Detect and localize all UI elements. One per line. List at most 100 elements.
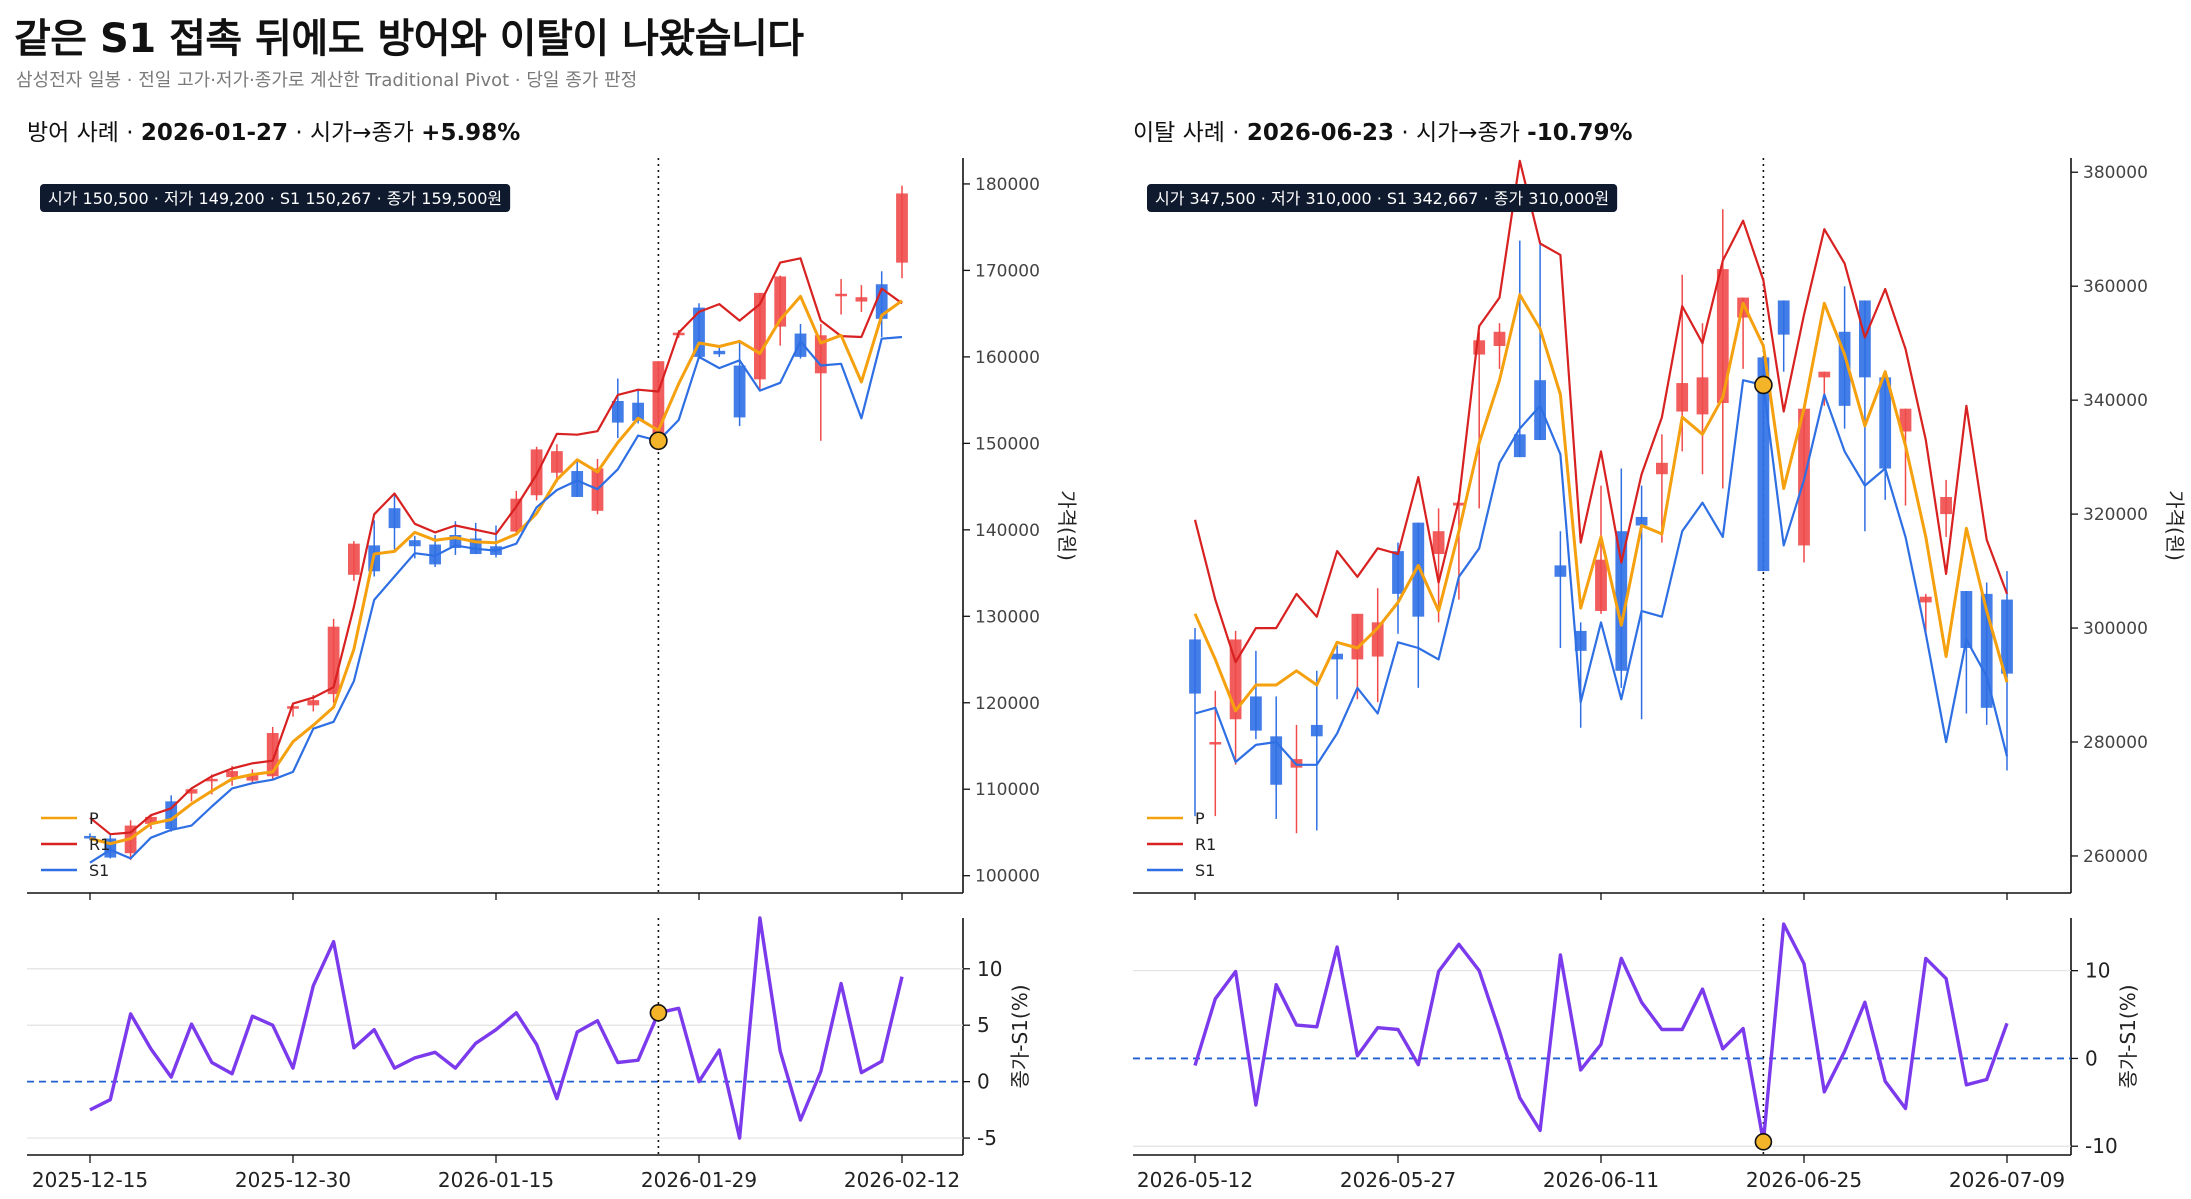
candle-body bbox=[693, 307, 705, 357]
osc-y-tick-label: -10 bbox=[2085, 1134, 2118, 1158]
candle-body bbox=[469, 538, 482, 555]
candle-body bbox=[226, 771, 238, 778]
osc-y-tick-label: 10 bbox=[977, 957, 1002, 981]
x-tick-label: 2026-02-12 bbox=[844, 1168, 960, 1192]
candle-body bbox=[429, 544, 441, 565]
panel-title-prefix: 방어 사례 · bbox=[27, 120, 141, 146]
annotation-background bbox=[1147, 184, 1618, 212]
candle-body bbox=[1473, 340, 1486, 355]
candle-body bbox=[1209, 742, 1222, 745]
candle-body bbox=[1250, 696, 1262, 731]
candle-body bbox=[1635, 516, 1648, 526]
candle-body bbox=[1960, 591, 1973, 648]
candle-body bbox=[1919, 596, 1932, 603]
candle-body bbox=[1554, 565, 1567, 577]
candle-body bbox=[1432, 531, 1445, 554]
osc-y-axis-label: 종가-S1(%) bbox=[2116, 984, 2140, 1088]
candle-body bbox=[1716, 269, 1729, 403]
osc-touch-marker bbox=[1754, 1133, 1773, 1151]
page-title: 같은 S1 접촉 뒤에도 방어와 이탈이 나왔습니다 bbox=[14, 16, 804, 62]
price-y-axis-label: 가격(원) bbox=[1055, 490, 1079, 561]
osc-y-tick-label: 10 bbox=[2085, 959, 2110, 983]
candle-body bbox=[1940, 497, 1952, 515]
panel-title-mid: · 시가→종가 bbox=[1394, 120, 1527, 146]
osc-series-line bbox=[1193, 922, 2009, 1144]
osc-y-tick-label: -5 bbox=[977, 1126, 997, 1150]
candle-body bbox=[104, 838, 117, 858]
panel-title-date: 2026-01-27 bbox=[141, 120, 288, 146]
candle-body bbox=[1493, 331, 1506, 347]
candle-body bbox=[794, 333, 807, 357]
x-tick-label: 2026-06-11 bbox=[1543, 1168, 1659, 1192]
osc-y-axis-label: 종가-S1(%) bbox=[1008, 984, 1032, 1088]
series-line-s1 bbox=[89, 335, 903, 864]
osc-y-tick-label: 0 bbox=[977, 1070, 990, 1094]
candle-body bbox=[1859, 300, 1871, 378]
panel-2: 이탈 사례 · 2026-06-23 · 시가→종가 -10.79% 260000… bbox=[1133, 120, 2187, 1192]
candle-body bbox=[611, 400, 624, 423]
panel-1: 방어 사례 · 2026-01-27 · 시가→종가 +5.98% 100000 1… bbox=[27, 120, 1079, 1192]
price-y-tick-label: 110000 bbox=[975, 780, 1040, 800]
candle-body bbox=[1818, 371, 1831, 378]
osc-y-tick-label: 0 bbox=[2085, 1046, 2098, 1070]
annotation-box: 시가 150,500 · 저가 149,200 · S1 150,267 · 종… bbox=[40, 184, 511, 212]
annotation-text: 시가 150,500 · 저가 149,200 · S1 150,267 · 종… bbox=[48, 189, 502, 208]
series-line-s1 bbox=[1194, 379, 2009, 766]
price-y-tick-label: 260000 bbox=[2083, 847, 2148, 867]
x-tick-label: 2025-12-15 bbox=[32, 1168, 148, 1192]
panel-title: 방어 사례 · 2026-01-27 · 시가→종가 +5.98% bbox=[27, 120, 520, 146]
s1-touch-marker bbox=[1754, 375, 1773, 395]
panel-title-mid: · 시가→종가 bbox=[288, 120, 421, 146]
price-y-tick-label: 380000 bbox=[2083, 163, 2148, 183]
candle-body bbox=[632, 402, 644, 421]
candle-body bbox=[1310, 724, 1323, 737]
candle-body bbox=[165, 801, 178, 830]
annotation-text: 시가 347,500 · 저가 310,000 · S1 342,667 · 종… bbox=[1155, 189, 1609, 208]
candle-body bbox=[652, 361, 665, 440]
candle-body bbox=[287, 706, 299, 709]
candle-body bbox=[774, 276, 787, 327]
x-tick-label: 2026-01-15 bbox=[438, 1168, 554, 1192]
price-y-tick-label: 120000 bbox=[975, 694, 1040, 714]
candle-body bbox=[571, 471, 584, 497]
page-subtitle: 삼성전자 일봉 · 전일 고가·저가·종가로 계산한 Traditional P… bbox=[16, 70, 638, 91]
price-y-tick-label: 180000 bbox=[975, 175, 1040, 195]
candle-body bbox=[449, 535, 462, 548]
candle-body bbox=[1899, 408, 1912, 432]
candle-body bbox=[1270, 736, 1283, 785]
candle-body bbox=[1879, 377, 1892, 469]
candle-body bbox=[1534, 380, 1546, 441]
candle-body bbox=[145, 816, 157, 824]
x-tick-label: 2026-07-09 bbox=[1949, 1168, 2065, 1192]
candle-body bbox=[835, 293, 847, 297]
candle-body bbox=[185, 789, 198, 794]
candle-body bbox=[1696, 377, 1709, 415]
price-y-tick-label: 140000 bbox=[975, 521, 1040, 541]
osc-y-tick-label: 5 bbox=[977, 1013, 990, 1037]
x-tick-label: 2026-05-27 bbox=[1340, 1168, 1456, 1192]
price-y-tick-label: 100000 bbox=[975, 867, 1040, 887]
candle-body bbox=[246, 774, 259, 781]
candle-body bbox=[713, 350, 726, 355]
candle-body bbox=[266, 733, 279, 777]
legend-label-r1: R1 bbox=[89, 835, 110, 854]
legend-label-r1: R1 bbox=[1195, 835, 1216, 854]
candle-body bbox=[1229, 639, 1242, 720]
series-line-p bbox=[1193, 293, 2009, 713]
x-tick-label: 2025-12-30 bbox=[235, 1168, 351, 1192]
s1-touch-marker bbox=[649, 431, 668, 451]
candle-body bbox=[1513, 434, 1526, 458]
annotation-box: 시가 347,500 · 저가 310,000 · S1 342,667 · 종… bbox=[1147, 184, 1618, 212]
price-y-axis-label: 가격(원) bbox=[2163, 490, 2187, 561]
candle-body bbox=[307, 700, 320, 706]
x-tick-label: 2026-01-29 bbox=[641, 1168, 757, 1192]
candle-body bbox=[1980, 593, 1993, 708]
candle-body bbox=[1331, 653, 1343, 660]
candle-body bbox=[1656, 462, 1668, 475]
price-y-tick-label: 320000 bbox=[2083, 505, 2148, 525]
candle-body bbox=[348, 543, 360, 575]
candle-body bbox=[1574, 630, 1587, 651]
candle-body bbox=[814, 335, 827, 374]
series-line-r1 bbox=[1193, 159, 2009, 664]
candle-body bbox=[510, 498, 523, 532]
